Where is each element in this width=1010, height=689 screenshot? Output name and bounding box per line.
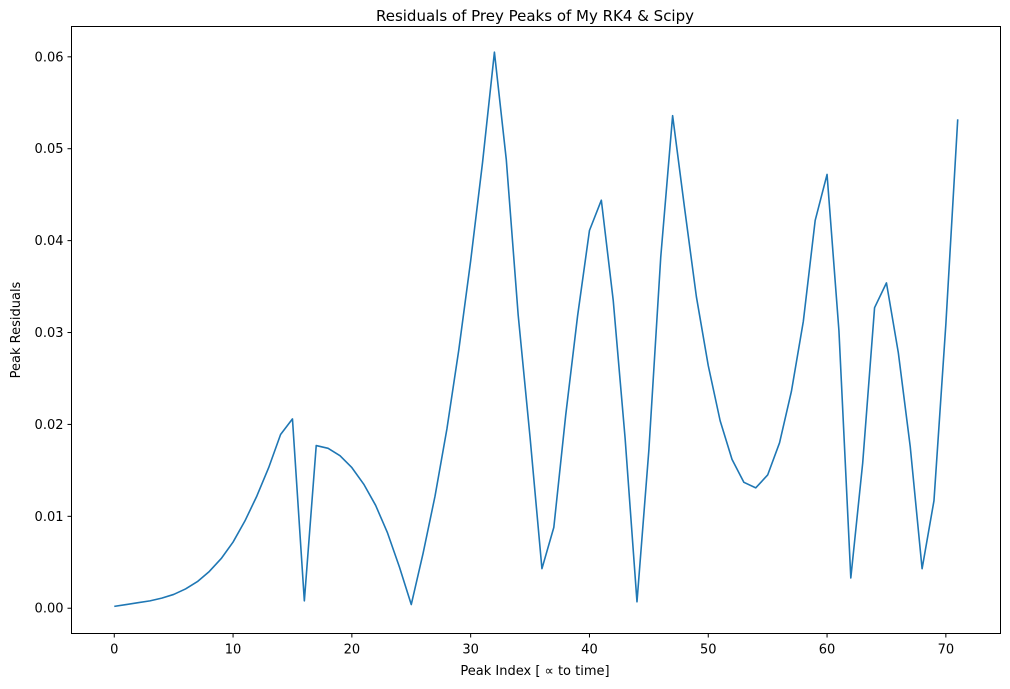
- y-axis: 0.00 0.01 0.02 0.03 0.04 0.05 0.06: [35, 50, 72, 617]
- x-tick-label: 0: [110, 643, 118, 658]
- x-tick-label: 40: [581, 643, 598, 658]
- y-tick-label: 0.05: [35, 142, 64, 157]
- y-tick-label: 0.06: [35, 50, 64, 65]
- x-axis-title: Peak Index [ ∝ to time]: [460, 664, 609, 679]
- x-tick-label: 10: [225, 643, 242, 658]
- series-line: [114, 51, 959, 608]
- y-tick-label: 0.04: [35, 234, 64, 249]
- y-tick-label: 0.00: [35, 602, 64, 617]
- x-tick-label: 70: [938, 643, 955, 658]
- x-tick-label: 20: [344, 643, 361, 658]
- x-axis: 0 10 20 30 40 50 60 70: [110, 633, 955, 658]
- y-axis-title: Peak Residuals: [9, 281, 24, 378]
- y-tick-label: 0.02: [35, 418, 64, 433]
- chart-title: Residuals of Prey Peaks of My RK4 & Scip…: [376, 7, 694, 25]
- series-layer: [114, 51, 959, 608]
- x-tick-label: 30: [462, 643, 479, 658]
- x-tick-label: 60: [819, 643, 836, 658]
- y-tick-label: 0.01: [35, 510, 64, 525]
- y-tick-label: 0.03: [35, 326, 64, 341]
- plot-area-frame: [71, 26, 1001, 634]
- x-tick-label: 50: [700, 643, 717, 658]
